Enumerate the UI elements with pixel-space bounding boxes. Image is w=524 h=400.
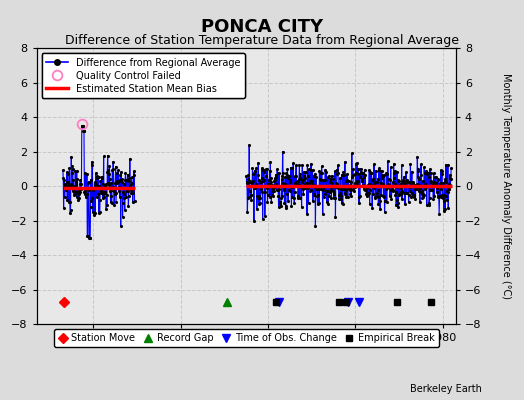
Text: PONCA CITY: PONCA CITY [201,18,323,36]
Y-axis label: Monthly Temperature Anomaly Difference (°C): Monthly Temperature Anomaly Difference (… [501,73,511,299]
Text: Berkeley Earth: Berkeley Earth [410,384,482,394]
Legend: Station Move, Record Gap, Time of Obs. Change, Empirical Break: Station Move, Record Gap, Time of Obs. C… [54,329,439,347]
Legend: Difference from Regional Average, Quality Control Failed, Estimated Station Mean: Difference from Regional Average, Qualit… [41,53,245,98]
Text: Difference of Station Temperature Data from Regional Average: Difference of Station Temperature Data f… [65,34,459,47]
